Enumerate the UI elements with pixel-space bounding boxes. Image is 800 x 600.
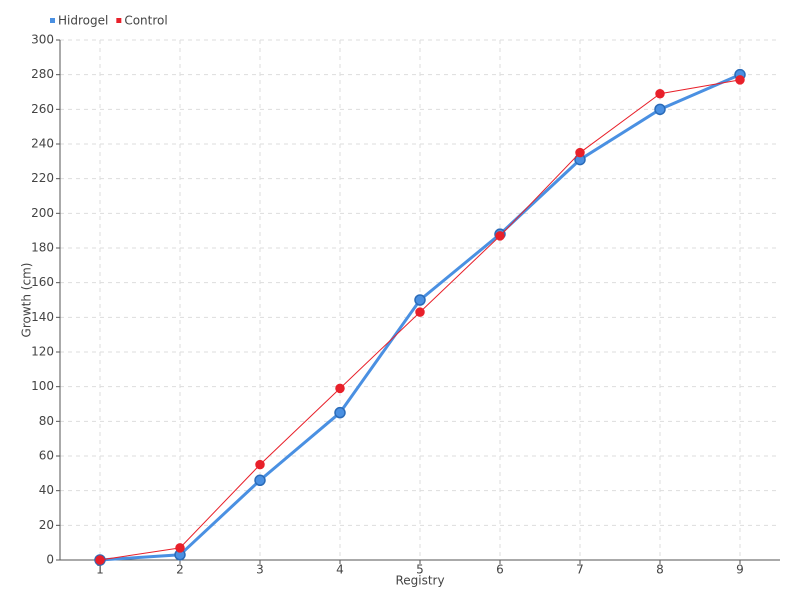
x-tick-label: 2 xyxy=(176,563,184,577)
y-tick-label: 100 xyxy=(31,379,54,393)
data-point xyxy=(255,459,265,470)
y-tick-label: 260 xyxy=(31,102,54,116)
y-tick-label: 160 xyxy=(31,275,54,289)
data-point xyxy=(95,555,105,565)
x-tick-label: 6 xyxy=(496,563,504,577)
y-tick-label: 200 xyxy=(31,206,54,220)
data-point xyxy=(735,75,745,85)
x-tick-label: 4 xyxy=(336,563,344,577)
x-axis-label: Registry xyxy=(395,574,444,588)
data-point xyxy=(654,103,666,116)
y-tick-label: 180 xyxy=(31,241,54,255)
x-tick-label: 3 xyxy=(256,563,264,577)
y-tick-label: 240 xyxy=(31,137,54,151)
x-tick-label: 1 xyxy=(96,563,104,577)
x-tick-label: 5 xyxy=(416,563,424,577)
y-tick-label: 20 xyxy=(39,518,54,532)
legend-swatch xyxy=(50,18,55,23)
data-point xyxy=(254,474,266,487)
data-point xyxy=(175,543,185,553)
legend-label: Hidrogel xyxy=(58,14,108,28)
data-point xyxy=(335,383,345,394)
y-tick-label: 220 xyxy=(31,171,54,185)
y-tick-label: 0 xyxy=(46,553,54,567)
y-axis-label: Growth (cm) xyxy=(20,263,34,338)
data-point xyxy=(575,147,585,158)
legend-label: Control xyxy=(124,14,167,28)
y-tick-label: 280 xyxy=(31,67,54,81)
y-tick-label: 60 xyxy=(39,449,54,463)
x-tick-label: 7 xyxy=(576,563,584,577)
data-point xyxy=(334,406,346,419)
data-point xyxy=(495,231,505,241)
x-tick-label: 8 xyxy=(656,563,664,577)
legend-swatch xyxy=(116,18,122,23)
data-point xyxy=(655,88,665,99)
data-point xyxy=(415,307,425,317)
y-tick-label: 300 xyxy=(31,33,54,47)
y-tick-label: 40 xyxy=(39,483,54,497)
data-point xyxy=(414,294,426,306)
y-tick-label: 140 xyxy=(31,310,54,324)
y-tick-label: 120 xyxy=(31,345,54,359)
series-line xyxy=(99,79,741,561)
x-tick-label: 9 xyxy=(736,563,744,577)
y-tick-label: 80 xyxy=(39,414,54,428)
